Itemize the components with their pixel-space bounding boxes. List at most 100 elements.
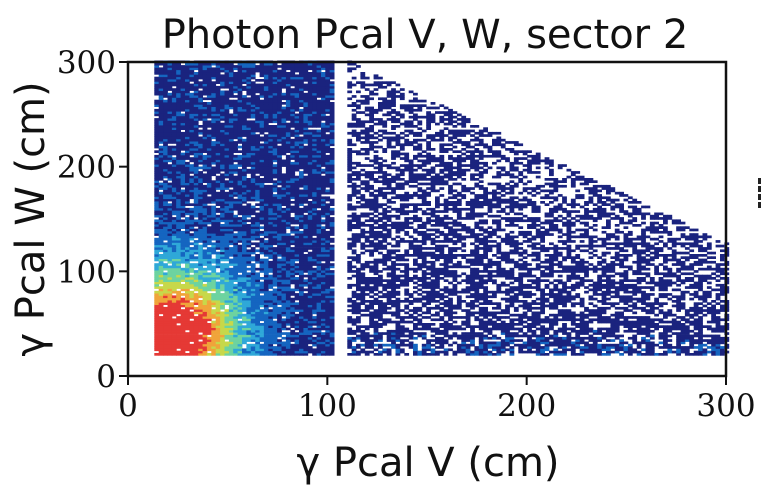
heatmap-cell bbox=[154, 81, 160, 84]
heatmap-cell bbox=[285, 191, 291, 195]
heatmap-cell bbox=[325, 69, 331, 73]
heatmap-cell bbox=[272, 288, 278, 292]
heatmap-cell bbox=[185, 297, 190, 301]
heatmap-cell bbox=[281, 270, 287, 273]
heatmap-cell bbox=[321, 263, 326, 266]
heatmap-cell bbox=[220, 306, 225, 310]
heatmap-cell bbox=[185, 178, 190, 181]
heatmap-cell bbox=[180, 235, 186, 239]
heatmap-cell bbox=[272, 166, 278, 170]
heatmap-cell bbox=[163, 327, 168, 331]
heatmap-cell bbox=[294, 316, 300, 319]
heatmap-cell bbox=[185, 138, 190, 142]
heatmap-cell bbox=[255, 346, 260, 349]
heatmap-cell bbox=[211, 249, 217, 253]
heatmap-cell bbox=[307, 168, 313, 172]
heatmap-cell bbox=[215, 353, 221, 356]
heatmap-cell bbox=[198, 237, 203, 241]
heatmap-cell bbox=[263, 104, 269, 107]
heatmap-cell bbox=[290, 196, 296, 200]
heatmap-cell bbox=[228, 254, 234, 257]
heatmap-cell bbox=[242, 168, 247, 172]
heatmap-cell bbox=[180, 164, 186, 167]
heatmap-cell bbox=[272, 350, 278, 354]
heatmap-cell bbox=[312, 134, 317, 137]
heatmap-cell bbox=[250, 339, 256, 342]
heatmap-cell bbox=[246, 108, 252, 112]
heatmap-cell bbox=[268, 304, 274, 308]
heatmap-cell bbox=[215, 166, 221, 170]
heatmap-cell bbox=[193, 205, 199, 209]
heatmap-cell bbox=[255, 138, 260, 142]
heatmap-cell bbox=[202, 283, 208, 287]
heatmap-cell bbox=[176, 207, 181, 211]
heatmap-cell bbox=[206, 311, 212, 315]
heatmap-cell bbox=[237, 72, 243, 75]
heatmap-cell bbox=[242, 339, 247, 342]
heatmap-cell bbox=[171, 226, 177, 229]
heatmap-cell bbox=[351, 102, 357, 105]
heatmap-cell bbox=[307, 309, 313, 312]
heatmap-cell bbox=[198, 316, 203, 319]
heatmap-cell bbox=[237, 79, 243, 82]
heatmap-cell bbox=[167, 332, 173, 335]
heatmap-cell bbox=[259, 240, 265, 243]
heatmap-cell bbox=[167, 306, 173, 310]
heatmap-cell bbox=[246, 62, 252, 66]
heatmap-cell bbox=[185, 143, 190, 147]
heatmap-cell bbox=[277, 346, 282, 349]
heatmap-cell bbox=[237, 154, 243, 158]
heatmap-cell bbox=[220, 210, 225, 213]
heatmap-cell bbox=[193, 332, 199, 335]
heatmap-cell bbox=[211, 281, 217, 285]
heatmap-cell bbox=[268, 85, 274, 89]
heatmap-cell bbox=[154, 343, 160, 347]
heatmap-cell bbox=[290, 348, 296, 352]
heatmap-cell bbox=[154, 201, 160, 204]
heatmap-cell bbox=[307, 336, 313, 340]
heatmap-cell bbox=[233, 279, 238, 282]
heatmap-cell bbox=[224, 233, 230, 236]
heatmap-cell bbox=[321, 127, 326, 130]
heatmap-cell bbox=[206, 143, 212, 147]
heatmap-cell bbox=[263, 74, 269, 78]
heatmap-cell bbox=[167, 97, 173, 101]
heatmap-cell bbox=[189, 297, 195, 301]
heatmap-cell bbox=[220, 313, 225, 317]
heatmap-cell bbox=[193, 67, 199, 71]
heatmap-cell bbox=[321, 304, 326, 308]
heatmap-cell bbox=[158, 235, 164, 239]
heatmap-cell bbox=[171, 184, 177, 188]
heatmap-cell bbox=[224, 118, 230, 121]
heatmap-cell bbox=[163, 242, 168, 246]
heatmap-cell bbox=[321, 145, 326, 149]
heatmap-cell bbox=[206, 251, 212, 255]
heatmap-cell bbox=[312, 95, 317, 98]
heatmap-cell bbox=[246, 161, 252, 165]
heatmap-cell bbox=[312, 244, 317, 248]
heatmap-cell bbox=[329, 102, 335, 105]
heatmap-cell bbox=[316, 154, 322, 158]
heatmap-cell bbox=[277, 240, 282, 243]
heatmap-cell bbox=[250, 175, 256, 179]
heatmap-cell bbox=[281, 288, 287, 292]
heatmap-cell bbox=[285, 251, 291, 255]
heatmap-cell bbox=[228, 316, 234, 319]
heatmap-cell bbox=[325, 272, 331, 276]
heatmap-cell bbox=[215, 260, 221, 264]
heatmap-cell bbox=[228, 323, 234, 326]
heatmap-cell bbox=[303, 263, 309, 266]
heatmap-cell bbox=[316, 353, 322, 356]
heatmap-cell bbox=[228, 230, 234, 234]
heatmap-cell bbox=[185, 343, 190, 347]
heatmap-cell bbox=[307, 131, 313, 135]
heatmap-cell bbox=[228, 122, 234, 126]
heatmap-cell bbox=[316, 334, 322, 338]
heatmap-cell bbox=[321, 313, 326, 317]
heatmap-cell bbox=[285, 79, 291, 82]
heatmap-cell bbox=[233, 175, 238, 179]
heatmap-cell bbox=[307, 235, 313, 239]
heatmap-cell bbox=[163, 127, 168, 130]
heatmap-cell bbox=[198, 281, 203, 285]
heatmap-cell bbox=[303, 295, 309, 299]
